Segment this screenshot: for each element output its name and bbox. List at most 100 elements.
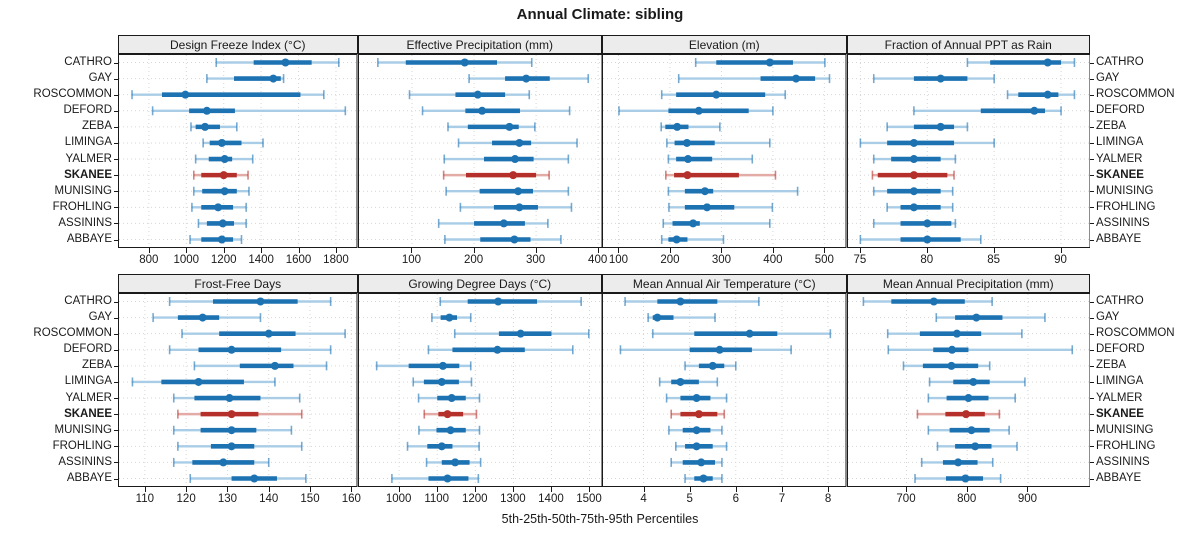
station-label-left-cathro: CATHRO: [64, 295, 112, 307]
station-label-right-munising: MUNISING: [1096, 423, 1154, 436]
median-dot-munising: [220, 187, 229, 196]
median-dot-liminga: [676, 377, 685, 386]
median-dot-skanee: [683, 171, 692, 180]
x-axis-tick-label: 200: [463, 254, 484, 266]
x-axis-tick-label: 300: [526, 254, 546, 266]
interval-assinins: [872, 218, 956, 228]
median-dot-frohling: [214, 203, 223, 212]
x-axis-tick-label: 300: [711, 254, 731, 266]
row-tick-left: [114, 414, 118, 416]
median-dot-yalmer: [225, 394, 234, 403]
interval-yalmer: [872, 154, 956, 164]
x-axis-tick: [186, 487, 188, 492]
x-axis-tick: [351, 487, 353, 492]
panel-strip-elevation-m: Elevation (m): [602, 35, 847, 54]
median-dot-zeba: [673, 122, 682, 131]
x-axis-tick-label: 1100: [424, 493, 450, 505]
x-axis-tick: [223, 248, 225, 253]
interval-deford: [912, 106, 1062, 116]
station-label-right-gay: GAY: [1096, 72, 1120, 85]
interval-munising: [927, 425, 1010, 435]
interval-roscommon: [651, 329, 832, 339]
median-dot-skanee: [909, 171, 918, 180]
median-dot-roscommon: [264, 329, 273, 338]
row-tick-left: [114, 223, 118, 225]
median-dot-zeba: [708, 361, 717, 370]
median-dot-abbaye: [217, 235, 226, 244]
station-label-right-munising: MUNISING: [1096, 184, 1154, 197]
median-dot-assinins: [697, 458, 706, 467]
interval-gay: [467, 74, 589, 84]
x-axis-tick-label: 75: [853, 254, 867, 266]
panel-strip-label: Growing Degree Days (°C): [408, 276, 552, 291]
median-dot-liminga: [194, 377, 203, 386]
interval-munising: [172, 425, 293, 435]
station-label-right-abbaye: ABBAYE: [1096, 472, 1142, 484]
x-axis-tick: [144, 487, 146, 492]
median-dot-assinins: [450, 458, 459, 467]
median-dot-abbaye: [442, 474, 451, 483]
interval-deford: [619, 345, 792, 355]
row-tick-right: [1090, 62, 1094, 64]
median-dot-deford: [694, 106, 703, 115]
row-tick-right: [1090, 110, 1094, 112]
x-axis-tick-label: 110: [135, 493, 154, 505]
interval-roscommon: [886, 329, 1023, 339]
x-axis-tick-label: 1400: [248, 254, 274, 266]
row-tick-right: [1090, 349, 1094, 351]
interval-gay: [872, 74, 995, 84]
interval-munising: [668, 425, 723, 435]
median-dot-munising: [446, 426, 455, 435]
x-axis-tick: [669, 248, 671, 253]
panel-strip-mean-annual-air-temperature-c: Mean Annual Air Temperature (°C): [602, 274, 847, 293]
row-tick-right: [1090, 239, 1094, 241]
median-dot-roscommon: [745, 329, 754, 338]
median-dot-frohling: [437, 442, 446, 451]
panel-plot-mean-annual-precipitation-mm: [846, 293, 1090, 487]
interval-roscommon: [408, 90, 530, 100]
interval-liminga: [411, 377, 472, 387]
station-label-left-yalmer: YALMER: [65, 152, 112, 165]
panel-plot-growing-degree-days-c: [357, 293, 602, 487]
station-label-left-zeba: ZEBA: [81, 359, 112, 372]
interval-abbaye: [189, 235, 243, 244]
median-dot-gay: [444, 313, 453, 322]
median-dot-roscommon: [473, 90, 482, 99]
median-dot-abbaye: [250, 474, 259, 483]
interval-assinins: [670, 457, 723, 467]
x-axis-tick: [473, 248, 475, 253]
median-dot-zeba: [270, 361, 279, 370]
station-label-left-frohling: FROHLING: [52, 200, 112, 213]
median-dot-abbaye: [509, 235, 518, 244]
interval-frohling: [406, 441, 480, 451]
interval-deford: [427, 345, 574, 355]
station-label-left-cathro: CATHRO: [64, 56, 112, 68]
median-dot-skanee: [227, 410, 236, 419]
row-tick-left: [114, 159, 118, 161]
row-tick-right: [1090, 175, 1094, 177]
x-axis-tick: [298, 248, 300, 253]
row-tick-right: [1090, 414, 1094, 416]
interval-munising: [192, 186, 250, 196]
row-tick-left: [114, 398, 118, 400]
interval-skanee: [916, 409, 1000, 419]
x-axis-tick-label: 100: [401, 254, 422, 266]
row-tick-right: [1090, 159, 1094, 161]
station-label-left-munising: MUNISING: [54, 423, 113, 436]
x-axis-tick: [148, 248, 150, 253]
median-dot-liminga: [909, 138, 918, 147]
interval-deford: [421, 106, 570, 116]
figure-title: Annual Climate: sibling: [516, 6, 684, 23]
panel-strip-label: Frost-Free Days: [194, 276, 282, 291]
interval-gay: [430, 313, 472, 323]
median-dot-liminga: [437, 377, 446, 386]
median-dot-roscommon: [952, 329, 961, 338]
row-tick-right: [1090, 223, 1094, 225]
station-label-left-deford: DEFORD: [63, 343, 112, 356]
interval-liminga: [202, 138, 264, 148]
interval-liminga: [457, 138, 578, 148]
station-label-left-yalmer: YALMER: [65, 391, 112, 404]
median-dot-roscommon: [516, 329, 525, 338]
interval-roscommon: [453, 329, 590, 339]
interval-yalmer: [665, 393, 728, 403]
